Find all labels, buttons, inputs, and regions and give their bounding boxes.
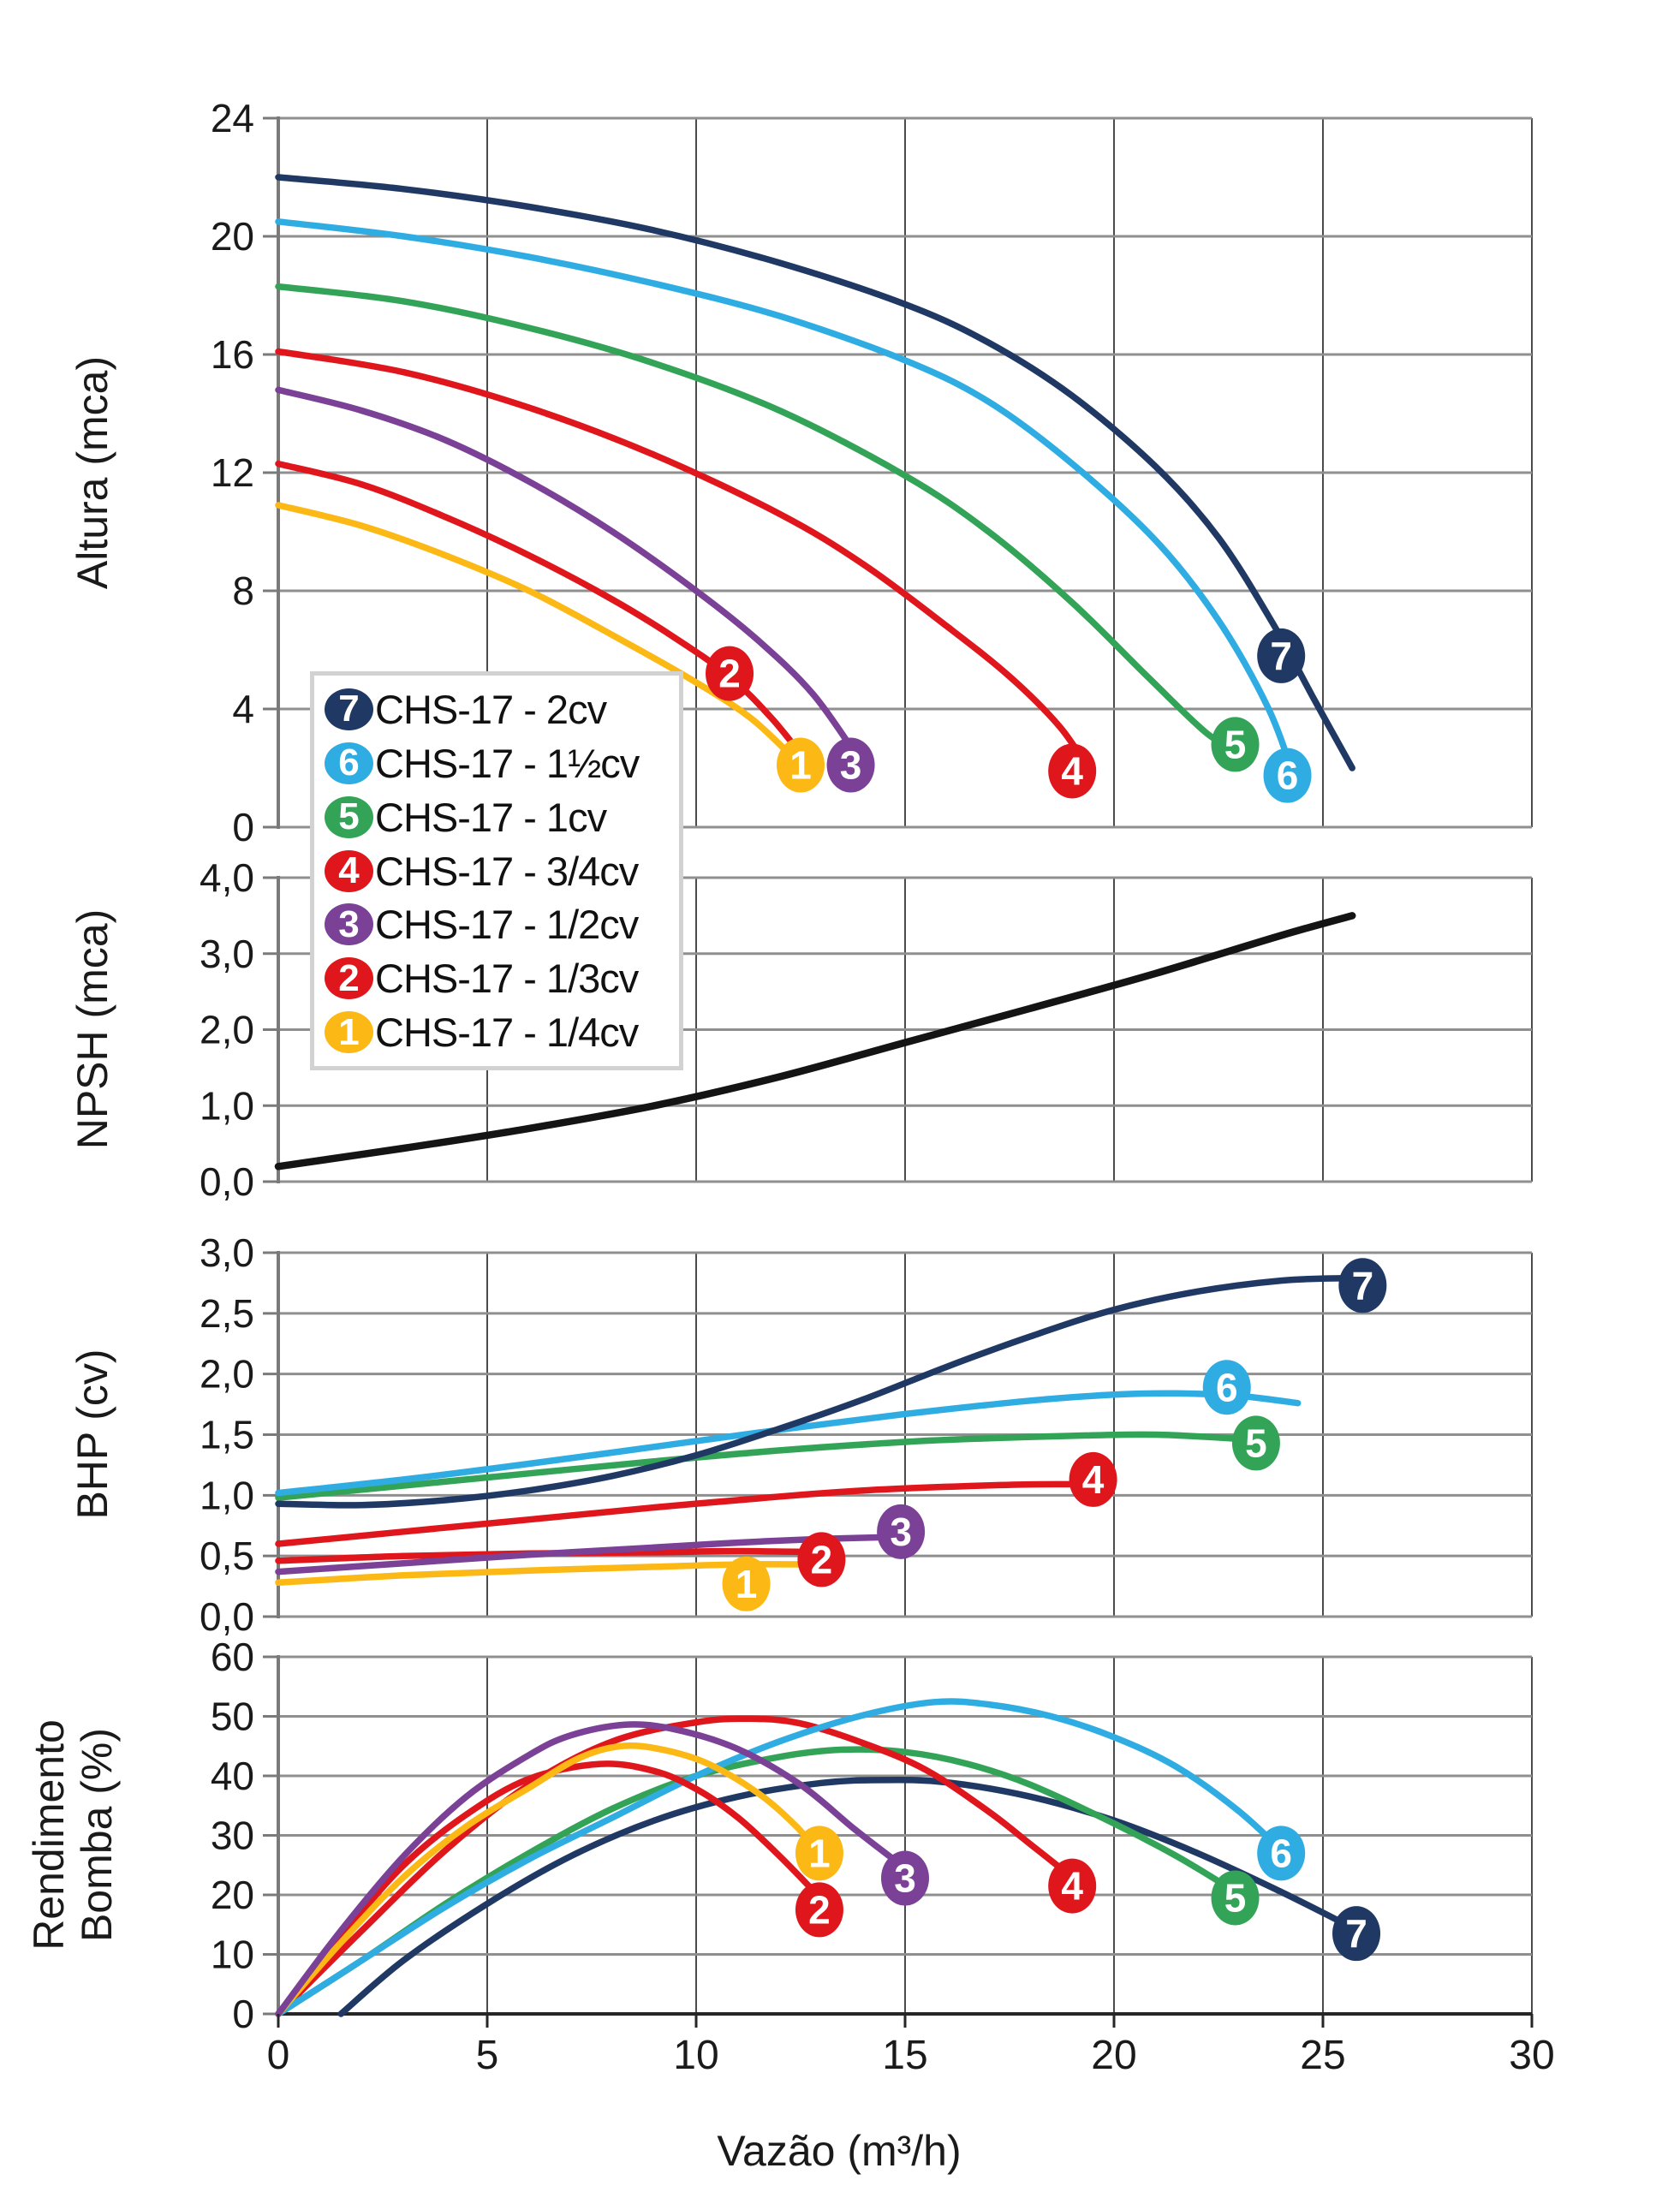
svg-text:0,0: 0,0 (200, 1594, 254, 1639)
legend-item-1-4cv: 1 CHS-17 - 1/4cv (325, 1009, 679, 1056)
svg-text:16: 16 (211, 332, 254, 377)
svg-text:4: 4 (232, 687, 254, 731)
svg-text:8: 8 (232, 569, 254, 613)
svg-text:2,0: 2,0 (200, 1008, 254, 1052)
legend-item-1cv: 5 CHS-17 - 1cv (325, 794, 679, 841)
y-axis-title-bhp: BHP (cv) (69, 1349, 116, 1520)
legend-marker-4: 4 (325, 849, 373, 892)
y-axis-title-npsh: NPSH (mca) (69, 908, 116, 1150)
legend-label-2cv: CHS-17 - 2cv (375, 686, 607, 732)
svg-text:5: 5 (1245, 1421, 1267, 1465)
svg-text:30: 30 (1509, 2033, 1554, 2078)
svg-text:6: 6 (1270, 1831, 1292, 1875)
legend-marker-2: 2 (325, 957, 373, 1000)
svg-text:60: 60 (211, 1635, 254, 1679)
y-axis-title-altura: Altura (mca) (69, 355, 116, 590)
legend-label-1-3cv: CHS-17 - 1/3cv (375, 956, 639, 1002)
svg-text:2: 2 (718, 652, 741, 696)
y-axis-title-rendimento-line1: Rendimento (25, 1719, 73, 1951)
svg-text:7: 7 (1345, 1911, 1367, 1956)
svg-text:20: 20 (1091, 2033, 1136, 2078)
svg-text:3: 3 (840, 743, 862, 788)
svg-text:1,0: 1,0 (200, 1473, 254, 1517)
svg-text:4: 4 (1082, 1457, 1105, 1502)
svg-text:5: 5 (1224, 1875, 1247, 1920)
legend-item-1-3cv: 2 CHS-17 - 1/3cv (325, 955, 679, 1002)
svg-text:3: 3 (894, 1856, 916, 1901)
svg-text:6: 6 (1277, 754, 1299, 798)
svg-text:24: 24 (211, 96, 254, 140)
svg-text:2,5: 2,5 (200, 1291, 254, 1336)
legend-marker-7: 7 (325, 688, 373, 730)
legend-label-1-2cv: CHS-17 - 1/2cv (375, 902, 639, 948)
svg-text:20: 20 (211, 1873, 254, 1917)
svg-text:0,5: 0,5 (200, 1534, 254, 1578)
legend-marker-1: 1 (325, 1011, 373, 1054)
svg-text:3: 3 (890, 1510, 912, 1554)
svg-text:1: 1 (808, 1831, 831, 1875)
svg-text:2,0: 2,0 (200, 1352, 254, 1397)
svg-text:3,0: 3,0 (200, 932, 254, 976)
svg-text:50: 50 (211, 1695, 254, 1739)
legend-label-1-4cv: CHS-17 - 1/4cv (375, 1010, 639, 1056)
svg-text:12: 12 (211, 450, 254, 495)
svg-text:40: 40 (211, 1754, 254, 1798)
svg-text:2: 2 (811, 1537, 833, 1581)
svg-text:10: 10 (673, 2033, 718, 2078)
svg-text:0: 0 (267, 2033, 290, 2078)
svg-text:1,0: 1,0 (200, 1083, 254, 1128)
legend-marker-3: 3 (325, 903, 373, 946)
legend-marker-6: 6 (325, 742, 373, 784)
svg-text:0,0: 0,0 (200, 1159, 254, 1204)
svg-text:2: 2 (808, 1887, 831, 1932)
svg-text:1: 1 (789, 743, 812, 788)
legend-item-2cv: 7 CHS-17 - 2cv (325, 686, 679, 733)
svg-text:4: 4 (1061, 1864, 1083, 1909)
svg-text:7: 7 (1270, 634, 1292, 678)
svg-text:20: 20 (211, 214, 254, 259)
svg-text:0: 0 (232, 1992, 254, 2036)
svg-text:30: 30 (211, 1814, 254, 1858)
legend-label-3-4cv: CHS-17 - 3/4cv (375, 848, 639, 894)
svg-text:4: 4 (1061, 748, 1083, 793)
svg-text:15: 15 (882, 2033, 927, 2078)
legend: 7 CHS-17 - 2cv 6 CHS-17 - 1½cv 5 CHS-17 … (310, 671, 683, 1070)
y-axis-title-rendimento-line2: Bomba (%) (73, 1727, 121, 1943)
svg-text:6: 6 (1216, 1365, 1238, 1409)
svg-text:1,5: 1,5 (200, 1413, 254, 1457)
svg-text:5: 5 (1224, 722, 1247, 766)
svg-text:4,0: 4,0 (200, 855, 254, 900)
svg-text:25: 25 (1300, 2033, 1345, 2078)
svg-text:7: 7 (1352, 1263, 1374, 1307)
legend-label-1-5cv: CHS-17 - 1½cv (375, 740, 640, 786)
legend-item-1-5cv: 6 CHS-17 - 1½cv (325, 740, 679, 787)
svg-text:10: 10 (211, 1933, 254, 1977)
svg-text:5: 5 (476, 2033, 499, 2078)
svg-text:1: 1 (736, 1562, 758, 1606)
legend-item-3-4cv: 4 CHS-17 - 3/4cv (325, 848, 679, 895)
svg-text:3,0: 3,0 (200, 1230, 254, 1275)
x-axis-title-vazao: Vazão (m³/h) (717, 2127, 962, 2175)
legend-item-1-2cv: 3 CHS-17 - 1/2cv (325, 901, 679, 948)
legend-marker-5: 5 (325, 795, 373, 838)
legend-label-1cv: CHS-17 - 1cv (375, 794, 607, 840)
svg-text:0: 0 (232, 805, 254, 849)
y-axis-title-rendimento: Rendimento Bomba (%) (25, 1719, 121, 1951)
